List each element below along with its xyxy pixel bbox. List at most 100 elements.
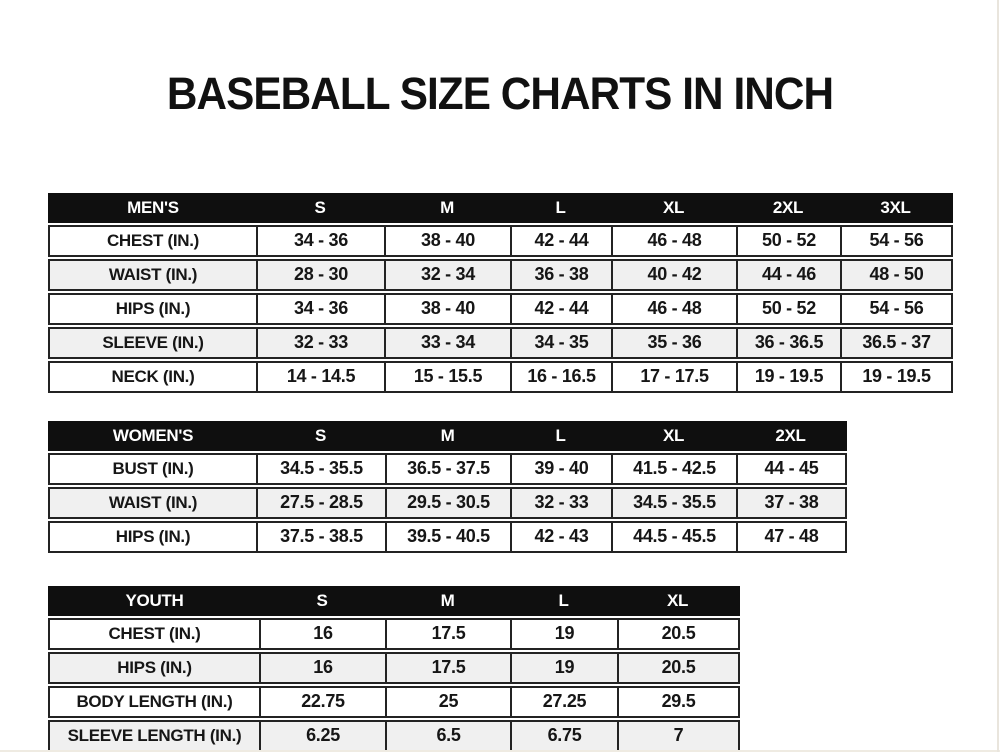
size-value-cell: 19 xyxy=(510,620,617,648)
size-value-cell: 16 xyxy=(259,620,385,648)
size-value-cell: 27.5 - 28.5 xyxy=(256,489,385,517)
table-row: SLEEVE LENGTH (IN.) 6.25 6.5 6.75 7 xyxy=(48,720,740,752)
size-value-cell: 16 - 16.5 xyxy=(510,363,611,391)
measurement-label: HIPS (IN.) xyxy=(117,658,192,677)
size-value-cell: 6.25 xyxy=(259,722,385,750)
size-value-cell: 34.5 - 35.5 xyxy=(256,455,385,483)
size-value-cell: 34 - 35 xyxy=(510,329,611,357)
size-value-cell: 17.5 xyxy=(385,654,510,682)
size-value-cell: 19 - 19.5 xyxy=(840,363,951,391)
size-value-cell: 54 - 56 xyxy=(840,295,951,323)
measurement-label: WAIST (IN.) xyxy=(108,493,198,512)
size-value-cell: 36.5 - 37.5 xyxy=(385,455,510,483)
size-value-cell: 19 xyxy=(510,654,617,682)
size-value-cell: 48 - 50 xyxy=(840,261,951,289)
size-column-header: S xyxy=(316,591,328,610)
size-value-cell: 34 - 36 xyxy=(256,295,384,323)
size-value-cell: 35 - 36 xyxy=(611,329,736,357)
size-value-cell: 19 - 19.5 xyxy=(736,363,840,391)
size-value-cell: 50 - 52 xyxy=(736,227,840,255)
measurement-label: NECK (IN.) xyxy=(111,367,195,386)
size-value-cell: 36.5 - 37 xyxy=(840,329,951,357)
measurement-label: HIPS (IN.) xyxy=(115,299,191,318)
size-value-cell: 29.5 - 30.5 xyxy=(385,489,510,517)
size-value-cell: 46 - 48 xyxy=(611,227,736,255)
measurement-label: WAIST (IN.) xyxy=(108,265,198,284)
size-value-cell: 15 - 15.5 xyxy=(384,363,510,391)
size-column-header: M xyxy=(440,591,455,610)
measurement-label: CHEST (IN.) xyxy=(106,231,200,250)
size-value-cell: 42 - 43 xyxy=(510,523,611,551)
size-value-cell: 7 xyxy=(617,722,738,750)
size-column-header: M xyxy=(440,426,455,445)
size-column-header: 2XL xyxy=(772,198,804,217)
table-header-row: MEN'S S M L XL 2XL 3XL xyxy=(48,193,953,223)
table-row: HIPS (IN.) 37.5 - 38.5 39.5 - 40.5 42 - 43 4… xyxy=(48,521,847,553)
table-row: WAIST (IN.) 27.5 - 28.5 29.5 - 30.5 32 - 33… xyxy=(48,487,847,519)
size-value-cell: 29.5 xyxy=(617,688,738,716)
size-column-header: M xyxy=(440,198,454,217)
size-value-cell: 17.5 xyxy=(385,620,510,648)
size-value-cell: 37.5 - 38.5 xyxy=(256,523,385,551)
table-title-cell: MEN'S xyxy=(127,198,179,217)
size-value-cell: 42 - 44 xyxy=(510,295,611,323)
table-row: SLEEVE (IN.) 32 - 33 33 - 34 34 - 35 35 - 36… xyxy=(48,327,953,359)
size-value-cell: 46 - 48 xyxy=(611,295,736,323)
measurement-label: HIPS (IN.) xyxy=(115,527,191,546)
size-value-cell: 34.5 - 35.5 xyxy=(611,489,736,517)
table-row: BUST (IN.) 34.5 - 35.5 36.5 - 37.5 39 - 40 4… xyxy=(48,453,847,485)
size-value-cell: 54 - 56 xyxy=(840,227,951,255)
size-value-cell: 44.5 - 45.5 xyxy=(611,523,736,551)
table-row: CHEST (IN.) 16 17.5 19 20.5 xyxy=(48,618,740,650)
table-header-row: YOUTH S M L XL xyxy=(48,586,740,616)
size-value-cell: 38 - 40 xyxy=(384,227,510,255)
table-row: HIPS (IN.) 34 - 36 38 - 40 42 - 44 46 - 48 50… xyxy=(48,293,953,325)
size-value-cell: 32 - 33 xyxy=(256,329,384,357)
table-row: WAIST (IN.) 28 - 30 32 - 34 36 - 38 40 - 42 4… xyxy=(48,259,953,291)
measurement-label: CHEST (IN.) xyxy=(108,624,201,643)
table-title-cell: YOUTH xyxy=(125,591,184,610)
size-column-header: XL xyxy=(662,198,685,217)
size-value-cell: 6.5 xyxy=(385,722,510,750)
size-value-cell: 25 xyxy=(385,688,510,716)
tables-container: MEN'S S M L XL 2XL 3XL CHEST (IN.) 34 - 36 38 - 4… xyxy=(48,193,1000,752)
table-header-row: WOMEN'S S M L XL 2XL xyxy=(48,421,847,451)
size-value-cell: 14 - 14.5 xyxy=(256,363,384,391)
page-title: BASEBALL SIZE CHARTS IN INCH xyxy=(166,68,834,119)
size-value-cell: 44 - 46 xyxy=(736,261,840,289)
size-value-cell: 39.5 - 40.5 xyxy=(385,523,510,551)
size-value-cell: 33 - 34 xyxy=(384,329,510,357)
womens-size-table: WOMEN'S S M L XL 2XL BUST (IN.) 34.5 - 35.5 36.5… xyxy=(48,421,847,553)
table-row: HIPS (IN.) 16 17.5 19 20.5 xyxy=(48,652,740,684)
size-column-header: S xyxy=(314,198,326,217)
size-value-cell: 17 - 17.5 xyxy=(611,363,736,391)
table-title-cell: WOMEN'S xyxy=(112,426,194,445)
size-column-header: L xyxy=(558,591,569,610)
size-value-cell: 39 - 40 xyxy=(510,455,611,483)
size-value-cell: 47 - 48 xyxy=(736,523,845,551)
size-column-header: 3XL xyxy=(880,198,911,217)
size-column-header: XL xyxy=(662,426,685,445)
size-value-cell: 42 - 44 xyxy=(510,227,611,255)
youth-size-table: YOUTH S M L XL CHEST (IN.) 16 17.5 19 20.5 HIPS (I… xyxy=(48,586,740,752)
measurement-label: BODY LENGTH (IN.) xyxy=(76,692,233,711)
measurement-label: BUST (IN.) xyxy=(112,459,194,478)
size-column-header: 2XL xyxy=(775,426,806,445)
size-value-cell: 32 - 34 xyxy=(384,261,510,289)
size-value-cell: 38 - 40 xyxy=(384,295,510,323)
size-value-cell: 50 - 52 xyxy=(736,295,840,323)
table-row: CHEST (IN.) 34 - 36 38 - 40 42 - 44 46 - 48 5… xyxy=(48,225,953,257)
size-value-cell: 36 - 36.5 xyxy=(736,329,840,357)
size-value-cell: 20.5 xyxy=(617,620,738,648)
size-value-cell: 16 xyxy=(259,654,385,682)
size-value-cell: 36 - 38 xyxy=(510,261,611,289)
table-row: NECK (IN.) 14 - 14.5 15 - 15.5 16 - 16.5 17 … xyxy=(48,361,953,393)
size-value-cell: 44 - 45 xyxy=(736,455,845,483)
size-column-header: L xyxy=(555,426,566,445)
size-value-cell: 22.75 xyxy=(259,688,385,716)
size-value-cell: 32 - 33 xyxy=(510,489,611,517)
size-value-cell: 34 - 36 xyxy=(256,227,384,255)
size-value-cell: 20.5 xyxy=(617,654,738,682)
size-column-header: XL xyxy=(666,591,689,610)
size-column-header: S xyxy=(314,426,327,445)
